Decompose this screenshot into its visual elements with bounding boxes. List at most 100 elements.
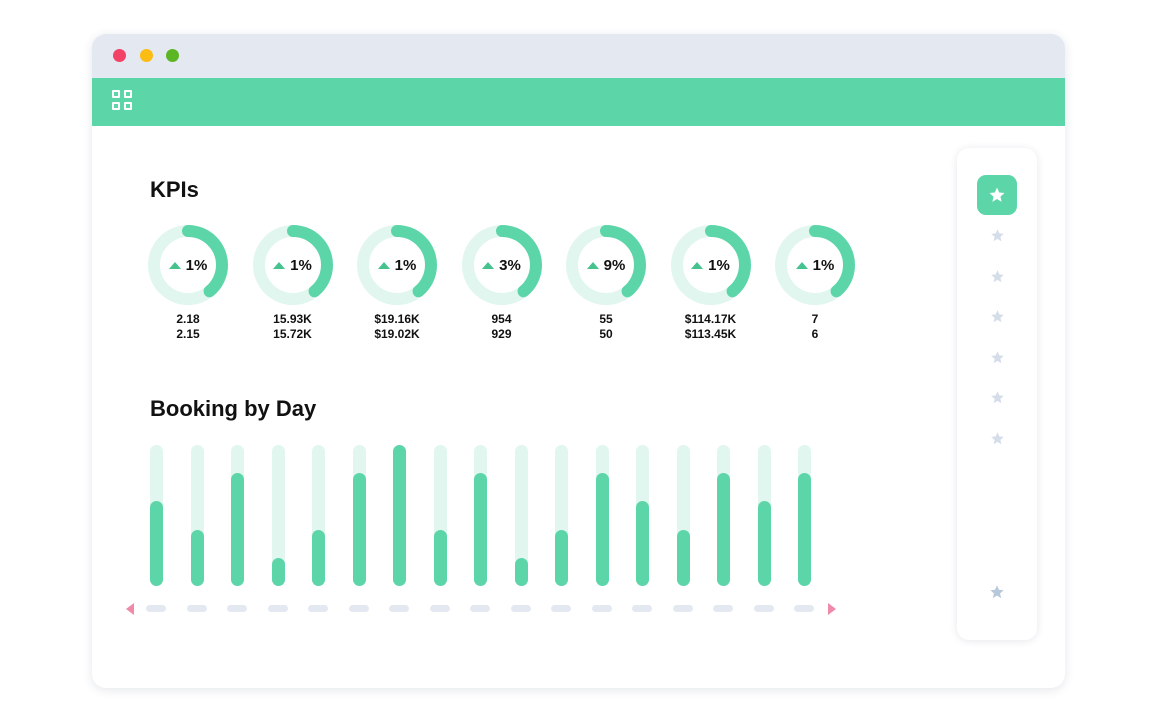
kpis-title: KPIs <box>150 177 199 202</box>
trend-up-icon <box>377 261 390 269</box>
star-icon <box>990 229 1004 242</box>
star-icon <box>990 431 1004 444</box>
kpi-card: 1% $19.16K $19.02K <box>356 224 438 342</box>
day-label-placeholder <box>429 605 450 612</box>
day-label-placeholder <box>591 605 612 612</box>
day-label-placeholder <box>267 605 288 612</box>
kpi-card: 1% $114.17K $113.45K <box>670 224 752 342</box>
maximize-window-button[interactable] <box>166 49 179 62</box>
kpi-current-value: 55 <box>599 312 613 326</box>
kpi-ring: 9% <box>565 224 647 306</box>
sidebar-item[interactable] <box>977 216 1017 256</box>
scroll-left-arrow[interactable] <box>126 603 134 615</box>
sidebar-item-active[interactable] <box>977 175 1017 215</box>
kpi-ring: 3% <box>461 224 543 306</box>
booking-bar[interactable] <box>555 445 568 586</box>
sidebar-item[interactable] <box>977 418 1017 458</box>
kpi-previous-value: 6 <box>811 327 819 341</box>
booking-bar[interactable] <box>231 445 244 586</box>
star-icon <box>989 187 1005 202</box>
grid-menu-icon[interactable] <box>112 90 136 114</box>
day-label-placeholder <box>632 605 652 612</box>
close-window-button[interactable] <box>113 49 126 62</box>
booking-bar-fill <box>798 473 811 586</box>
sidebar <box>957 148 1037 640</box>
kpi-current-value: 954 <box>491 312 512 326</box>
booking-bar-fill <box>150 501 163 586</box>
star-icon <box>990 310 1004 323</box>
trend-up-icon <box>168 261 181 269</box>
booking-bar[interactable] <box>798 445 811 586</box>
sidebar-item[interactable] <box>977 297 1017 337</box>
booking-bar-fill <box>636 501 649 586</box>
booking-bar[interactable] <box>595 445 609 586</box>
kpi-card: 3% 954 929 <box>461 224 543 342</box>
kpi-previous-value: 2.15 <box>176 327 200 341</box>
kpi-previous-value: $113.45K <box>684 327 737 341</box>
booking-bar[interactable] <box>514 445 528 586</box>
kpi-change: 1% <box>290 256 312 274</box>
booking-bar-fill <box>717 473 730 586</box>
booking-bar[interactable] <box>312 445 325 586</box>
day-label-placeholder <box>227 605 247 612</box>
booking-bar[interactable] <box>676 445 690 586</box>
sidebar-item[interactable] <box>977 337 1017 377</box>
scroll-right-arrow[interactable] <box>828 603 836 615</box>
day-label-placeholder <box>186 605 207 612</box>
booking-bar[interactable] <box>150 445 163 586</box>
booking-bar-fill <box>271 558 285 586</box>
star-icon <box>990 391 1004 404</box>
trend-up-icon <box>795 261 808 269</box>
minimize-window-button[interactable] <box>140 49 153 62</box>
sidebar-bottom-item[interactable] <box>977 572 1017 612</box>
kpi-ring: 1% <box>774 224 856 306</box>
star-icon <box>990 269 1004 282</box>
booking-bar-fill <box>190 530 204 586</box>
booking-bar-fill <box>514 558 528 586</box>
sidebar-item[interactable] <box>977 256 1017 296</box>
kpi-previous-value: 50 <box>599 327 613 341</box>
app-header-bar <box>92 78 1065 126</box>
trend-up-icon <box>273 261 286 269</box>
booking-bar[interactable] <box>433 445 447 586</box>
kpi-card: 1% 7 6 <box>774 224 856 342</box>
star-icon <box>990 585 1004 599</box>
kpi-current-value: 7 <box>811 312 819 326</box>
kpi-previous-value: 15.72K <box>273 327 312 341</box>
booking-bar-fill <box>352 473 366 586</box>
day-label-placeholder <box>713 605 733 612</box>
kpi-change: 1% <box>185 256 208 274</box>
kpi-previous-value: $19.02K <box>374 327 420 341</box>
kpi-card: 9% 55 50 <box>565 224 647 342</box>
day-label-placeholder <box>348 605 369 612</box>
booking-bar[interactable] <box>757 445 771 586</box>
kpi-ring: 1% <box>252 224 334 306</box>
trend-up-icon <box>586 261 599 269</box>
app-window: KPIs 1% 2.18 2.15 1% 15.93K 15.72K 1% $19.16K $1… <box>92 34 1065 688</box>
day-label-placeholder <box>794 605 814 612</box>
booking-bar[interactable] <box>393 445 406 586</box>
sidebar-item[interactable] <box>977 378 1017 418</box>
booking-bar[interactable] <box>190 445 204 586</box>
day-label-placeholder <box>510 605 531 612</box>
kpi-change: 9% <box>603 256 626 274</box>
booking-bar[interactable] <box>352 445 366 586</box>
trend-up-icon <box>691 261 704 269</box>
kpi-card: 1% 2.18 2.15 <box>147 224 229 342</box>
star-icon <box>990 350 1004 363</box>
day-label-placeholder <box>672 605 693 612</box>
window-titlebar <box>92 34 1065 78</box>
day-label-placeholder <box>308 605 328 612</box>
booking-bar[interactable] <box>717 445 730 586</box>
booking-bar-fill <box>393 445 406 586</box>
booking-bar[interactable] <box>636 445 649 586</box>
kpi-previous-value: 929 <box>491 327 512 341</box>
booking-bar[interactable] <box>271 445 285 586</box>
kpi-current-value: 2.18 <box>176 312 200 326</box>
kpi-current-value: $114.17K <box>684 312 737 326</box>
kpi-change: 1% <box>708 256 730 274</box>
kpi-current-value: $19.16K <box>374 312 420 326</box>
kpi-card: 1% 15.93K 15.72K <box>252 224 334 342</box>
booking-bar[interactable] <box>474 445 487 586</box>
day-label-placeholder <box>470 605 490 612</box>
